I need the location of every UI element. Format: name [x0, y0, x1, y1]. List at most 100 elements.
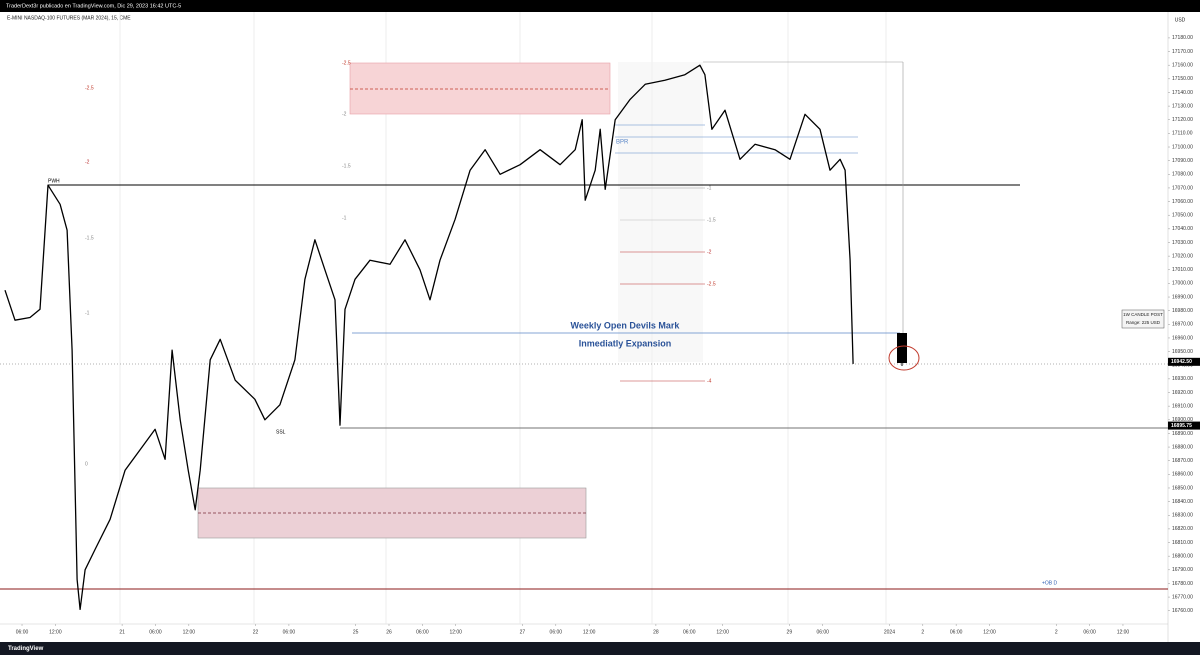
y-tick-label: 16900.00 [1172, 417, 1193, 423]
expansion-label: Inmediatly Expansion [579, 338, 672, 348]
fib-label: -1 [342, 215, 347, 221]
x-tick-label: 12:00 [449, 629, 462, 635]
y-tick-label: 16880.00 [1172, 444, 1193, 450]
y-tick-label: 17160.00 [1172, 63, 1193, 69]
y-tick-label: 17010.00 [1172, 267, 1193, 273]
y-tick-label: 16920.00 [1172, 390, 1193, 396]
weekly-candle [897, 333, 907, 363]
fib-label: -4 [707, 378, 712, 384]
y-tick-label: 17100.00 [1172, 144, 1193, 150]
symbol-title: E-MINI NASDAQ-100 FUTURES (MAR 2024), 15… [7, 15, 131, 21]
x-tick-label: 12:00 [49, 629, 62, 635]
y-tick-label: 16950.00 [1172, 349, 1193, 355]
x-tick-label: 06:00 [950, 629, 963, 635]
price-marker-label: 16942.50 [1171, 359, 1192, 365]
y-tick-label: 16800.00 [1172, 553, 1193, 559]
y-tick-label: 17110.00 [1172, 131, 1193, 137]
ssl-label: SSL [276, 429, 286, 435]
y-tick-label: 16890.00 [1172, 431, 1193, 437]
y-tick-label: 17050.00 [1172, 213, 1193, 219]
x-tick-label: 27 [520, 629, 526, 635]
ob-label: +OB D [1042, 580, 1058, 586]
x-tick-label: 2024 [884, 629, 895, 635]
fib-label: -1.5 [342, 163, 351, 169]
x-tick-label: 06:00 [283, 629, 296, 635]
x-tick-label: 12:00 [583, 629, 596, 635]
premium-zone [349, 62, 611, 115]
y-tick-label: 17150.00 [1172, 76, 1193, 82]
x-tick-label: 12:00 [983, 629, 996, 635]
price-line [4, 64, 854, 611]
y-tick-label: 17090.00 [1172, 158, 1193, 164]
y-tick-label: 17130.00 [1172, 103, 1193, 109]
fib-label: 0 [85, 461, 88, 467]
fib-label: -2.5 [342, 60, 351, 66]
x-tick-label: 2 [921, 629, 924, 635]
y-tick-label: 16930.00 [1172, 376, 1193, 382]
weekly-open-label: Weekly Open Devils Mark [571, 320, 681, 330]
fib-label: -2 [707, 249, 712, 255]
y-tick-label: 16860.00 [1172, 472, 1193, 478]
pwh-label: PWH [48, 178, 60, 184]
y-tick-label: 16810.00 [1172, 540, 1193, 546]
fib-label: -2 [342, 111, 347, 117]
fib-label: -1.5 [707, 217, 716, 223]
highlight-circle [888, 345, 920, 371]
fib-label: -2 [85, 159, 90, 165]
y-tick-label: 17040.00 [1172, 226, 1193, 232]
x-tick-label: 12:00 [1117, 629, 1130, 635]
x-tick-label: 06:00 [550, 629, 563, 635]
y-tick-label: 16770.00 [1172, 594, 1193, 600]
y-tick-label: 16820.00 [1172, 526, 1193, 532]
info-box-line: 1W CANDLE POST [1123, 312, 1163, 317]
y-tick-label: 16790.00 [1172, 567, 1193, 573]
y-tick-label: 16840.00 [1172, 499, 1193, 505]
x-tick-label: 2 [1055, 629, 1058, 635]
fib-range-shade [618, 62, 703, 362]
y-tick-label: 16850.00 [1172, 485, 1193, 491]
fib-label: -1 [707, 185, 712, 191]
brand: TradingView [8, 646, 44, 652]
bottom-bar [0, 642, 1200, 655]
y-tick-label: 17030.00 [1172, 240, 1193, 246]
x-tick-label: 06:00 [16, 629, 29, 635]
fib-label: -1 [85, 310, 90, 316]
fib-label: -1.5 [85, 235, 94, 241]
x-tick-label: 06:00 [149, 629, 162, 635]
price-marker [1168, 421, 1200, 430]
info-box [1121, 309, 1165, 329]
x-tick-label: 06:00 [816, 629, 829, 635]
y-tick-label: 17140.00 [1172, 90, 1193, 96]
y-tick-label: 16870.00 [1172, 458, 1193, 464]
y-tick-label: 17000.00 [1172, 281, 1193, 287]
publisher-line: TraderDext3r publicado en TradingView.co… [6, 3, 181, 9]
y-tick-label: 16990.00 [1172, 294, 1193, 300]
y-tick-label: 16980.00 [1172, 308, 1193, 314]
bpr-label: BPR [616, 140, 629, 146]
x-tick-label: 12:00 [716, 629, 729, 635]
x-tick-label: 06:00 [416, 629, 429, 635]
info-box-line: Range: 225 USD [1126, 320, 1161, 325]
y-tick-label: 17060.00 [1172, 199, 1193, 205]
y-tick-label: 16970.00 [1172, 322, 1193, 328]
y-tick-label: 17070.00 [1172, 185, 1193, 191]
y-tick-label: 16780.00 [1172, 581, 1193, 587]
x-tick-label: 12:00 [183, 629, 196, 635]
fib-label: -2.5 [707, 281, 716, 287]
x-tick-label: 21 [119, 629, 125, 635]
x-tick-label: 28 [653, 629, 659, 635]
x-tick-label: 22 [253, 629, 259, 635]
y-tick-label: 16910.00 [1172, 403, 1193, 409]
demand-zone [197, 487, 587, 539]
y-tick-label: 17180.00 [1172, 35, 1193, 41]
fib-label: -2.5 [85, 85, 94, 91]
y-tick-label: 17170.00 [1172, 49, 1193, 55]
price-marker [1168, 357, 1200, 366]
x-tick-label: 25 [353, 629, 359, 635]
y-tick-label: 17020.00 [1172, 253, 1193, 259]
x-tick-label: 26 [386, 629, 392, 635]
x-tick-label: 06:00 [1083, 629, 1096, 635]
currency: USD [1175, 17, 1186, 23]
